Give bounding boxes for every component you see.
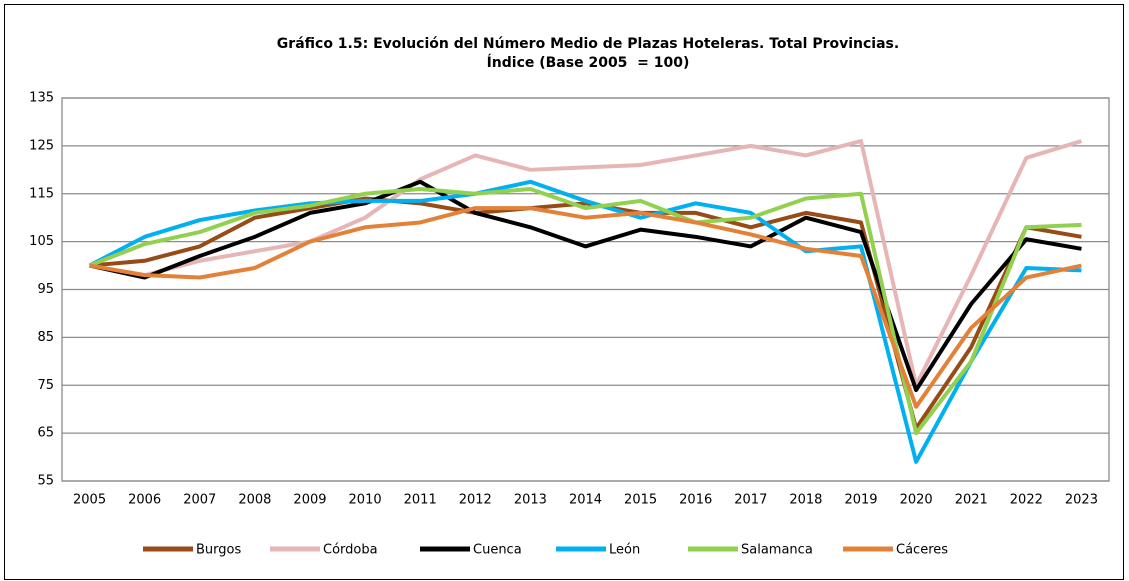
x-tick-label: 2005 <box>73 493 106 508</box>
x-tick-label: 2010 <box>349 493 382 508</box>
x-tick-label: 2016 <box>679 493 712 508</box>
y-tick-label: 105 <box>29 234 54 249</box>
x-tick-label: 2014 <box>569 493 602 508</box>
legend-label: Burgos <box>196 543 241 558</box>
y-tick-label: 75 <box>37 378 54 393</box>
chart-title: Gráfico 1.5: Evolución del Número Medio … <box>277 36 899 52</box>
chart-frame <box>4 4 1124 580</box>
x-tick-label: 2008 <box>238 493 271 508</box>
x-tick-label: 2018 <box>789 493 822 508</box>
series-line <box>89 206 1082 409</box>
y-tick-label: 55 <box>37 474 54 489</box>
x-tick-label: 2020 <box>900 493 933 508</box>
chart-subtitle: Índice (Base 2005 = 100) <box>487 54 690 71</box>
legend-label: León <box>609 543 640 558</box>
series-line <box>89 139 1083 388</box>
x-tick-label: 2006 <box>128 493 161 508</box>
series-line <box>89 196 1082 431</box>
legend-label: Salamanca <box>741 543 813 558</box>
x-tick-label: 2007 <box>183 493 216 508</box>
y-tick-label: 95 <box>37 282 54 297</box>
legend-label: Córdoba <box>323 543 378 558</box>
y-tick-label: 115 <box>29 186 54 201</box>
x-tick-label: 2022 <box>1010 493 1043 508</box>
series-line <box>89 179 1082 393</box>
x-tick-label: 2023 <box>1065 493 1098 508</box>
x-tick-label: 2012 <box>459 493 492 508</box>
x-tick-label: 2021 <box>955 493 988 508</box>
x-tick-label: 2011 <box>404 493 437 508</box>
series-line <box>88 186 1082 436</box>
x-tick-label: 2017 <box>734 493 767 508</box>
x-tick-label: 2019 <box>844 493 877 508</box>
x-tick-label: 2013 <box>514 493 547 508</box>
x-tick-label: 2009 <box>293 493 326 508</box>
legend-label: Cuenca <box>473 543 522 558</box>
y-tick-label: 135 <box>29 91 54 106</box>
legend-label: Cáceres <box>896 543 948 558</box>
y-tick-label: 85 <box>37 330 54 345</box>
series-line <box>88 179 1082 464</box>
x-tick-label: 2015 <box>624 493 657 508</box>
y-tick-label: 65 <box>37 426 54 441</box>
y-tick-label: 125 <box>29 138 54 153</box>
plot-frame <box>61 97 1110 482</box>
